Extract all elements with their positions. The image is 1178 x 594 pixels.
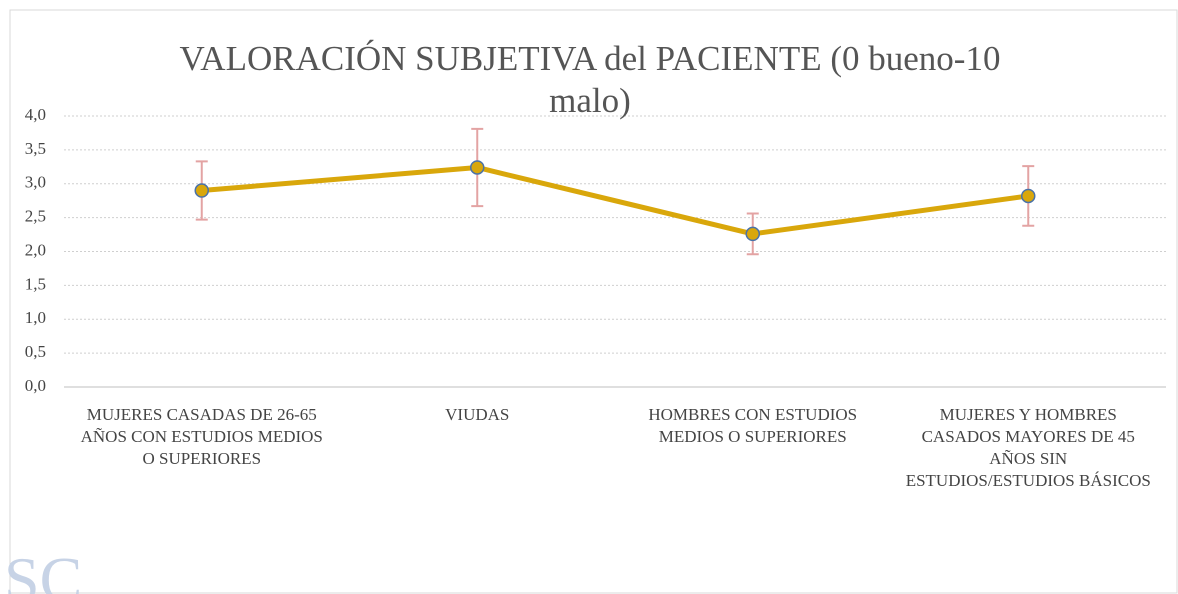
y-tick-label: 3,0 bbox=[25, 173, 46, 192]
chart-title: VALORACIÓN SUBJETIVA del PACIENTE (0 bue… bbox=[179, 39, 1001, 120]
y-tick-label: 0,5 bbox=[25, 342, 46, 361]
x-tick-label: VIUDAS bbox=[445, 405, 510, 424]
y-tick-label: 0,0 bbox=[25, 376, 46, 395]
watermark: SC bbox=[4, 544, 83, 594]
x-tick-label: MUJERES CASADAS DE 26-65 AÑOS CON ESTUDI… bbox=[80, 405, 323, 468]
x-tick-label: MUJERES Y HOMBRES CASADOS MAYORES DE 45 … bbox=[905, 405, 1151, 490]
y-tick-label: 1,0 bbox=[25, 308, 46, 327]
marker bbox=[470, 160, 485, 175]
y-tick-label: 4,0 bbox=[25, 105, 46, 124]
y-tick-label: 2,5 bbox=[25, 207, 46, 226]
marker bbox=[1021, 188, 1036, 204]
marker bbox=[745, 226, 760, 242]
x-tick-label: HOMBRES CON ESTUDIOS MEDIOS O SUPERIORES bbox=[648, 405, 858, 446]
y-tick-label: 1,5 bbox=[25, 274, 46, 293]
line bbox=[201, 164, 1029, 237]
y-tick-label: 2,0 bbox=[25, 240, 46, 259]
frame bbox=[9, 9, 1178, 594]
marker bbox=[194, 183, 209, 198]
y-tick-label: 3,5 bbox=[25, 139, 46, 158]
